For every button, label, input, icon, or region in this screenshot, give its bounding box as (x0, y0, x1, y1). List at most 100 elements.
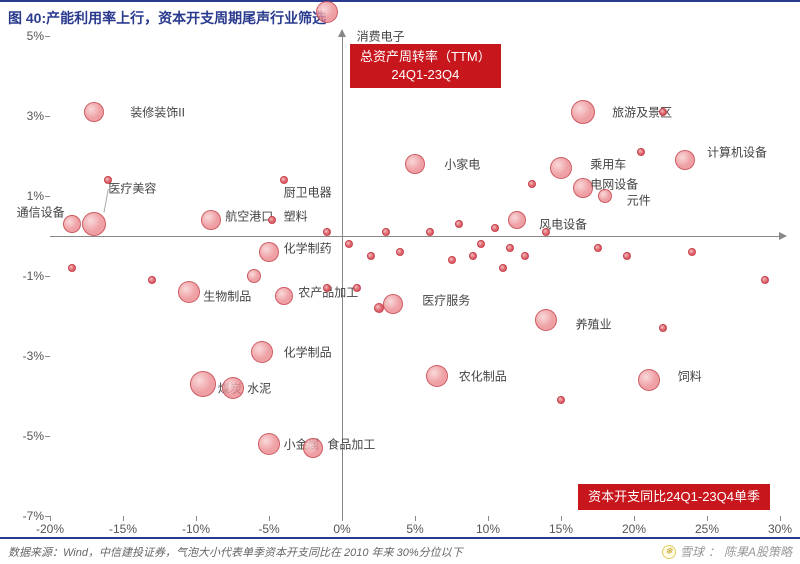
x-tick-label: 25% (695, 522, 719, 536)
bubble-label: 医疗服务 (422, 292, 470, 309)
x-tick-label: 30% (768, 522, 792, 536)
bubble (367, 252, 375, 260)
bubble (499, 264, 507, 272)
bubble-label: 元件 (627, 192, 651, 209)
bubble (268, 216, 276, 224)
watermark-source: 雪球 (680, 543, 704, 560)
bubble-label: 农化制品 (459, 368, 507, 385)
bubble (623, 252, 631, 260)
chart-title: 图 40:产能利用率上行，资本开支周期尾声行业筛选 (8, 8, 792, 28)
bubble (323, 228, 331, 236)
y-tick (45, 116, 50, 117)
y-tick-label: 3% (27, 109, 44, 123)
x-axis (50, 236, 780, 237)
watermark: ❄ 雪球 ： 陈果A股策略 (662, 543, 792, 560)
y-tick (45, 196, 50, 197)
bubble (506, 244, 514, 252)
bubble-label: 乘用车 (590, 156, 626, 173)
bubble-label: 消费电子 (357, 28, 405, 45)
x-tick (269, 516, 270, 521)
bubble (477, 240, 485, 248)
y-tick-label: 1% (27, 189, 44, 203)
bubble (82, 212, 106, 236)
bubble-label: 小家电 (444, 156, 480, 173)
y-tick-label: -5% (23, 429, 44, 443)
bubble-label: 养殖业 (576, 316, 612, 333)
y-tick (45, 436, 50, 437)
bubble-label: 化学制品 (284, 344, 332, 361)
bubble-label: 通信设备 (17, 204, 65, 221)
watermark-sep: ： (708, 543, 720, 560)
bubble-label: 水泥 (247, 380, 271, 397)
bubble (303, 438, 323, 458)
x-axis-arrow (779, 232, 787, 240)
bubble (491, 224, 499, 232)
bubble (84, 102, 104, 122)
bubble (383, 294, 403, 314)
bubble (557, 396, 565, 404)
bubble (190, 371, 216, 397)
bubble (508, 211, 526, 229)
bubble (675, 150, 695, 170)
x-tick (488, 516, 489, 521)
x-tick (123, 516, 124, 521)
y-tick-label: 5% (27, 29, 44, 43)
x-tick (50, 516, 51, 521)
x-tick-label: -5% (258, 522, 279, 536)
x-tick-label: -15% (109, 522, 137, 536)
y-axis-arrow (338, 29, 346, 37)
bubble (659, 108, 667, 116)
bubble (455, 220, 463, 228)
x-tick-label: 0% (333, 522, 350, 536)
x-tick-label: 20% (622, 522, 646, 536)
bubble (258, 433, 280, 455)
bubble (345, 240, 353, 248)
bubble (382, 228, 390, 236)
x-tick (561, 516, 562, 521)
bubble (638, 369, 660, 391)
bubble (426, 365, 448, 387)
bubble-label: 化学制药 (284, 240, 332, 257)
bubble (469, 252, 477, 260)
y-axis-label-line1: 总资产周转率（TTM） (360, 48, 491, 66)
bubble (316, 1, 338, 23)
x-tick (780, 516, 781, 521)
y-tick (45, 36, 50, 37)
bubble (426, 228, 434, 236)
bubble (178, 281, 200, 303)
x-tick-label: -10% (182, 522, 210, 536)
x-tick (342, 516, 343, 521)
bubble-label: 电网设备 (590, 176, 638, 193)
bubble (571, 100, 595, 124)
y-tick (45, 516, 50, 517)
y-axis-label-line2: 24Q1-23Q4 (360, 66, 491, 84)
x-tick-label: 10% (476, 522, 500, 536)
x-tick-label: 5% (406, 522, 423, 536)
bubble (535, 309, 557, 331)
figure-container: 图 40:产能利用率上行，资本开支周期尾声行业筛选 总资产周转率（TTM） 24… (0, 0, 800, 564)
bubble (374, 303, 384, 313)
bubble (353, 284, 361, 292)
bubble (542, 228, 550, 236)
bubble (659, 324, 667, 332)
footer: 数据来源：Wind，中信建投证券，气泡大小代表单季资本开支同比在 2010 年来… (0, 537, 800, 564)
bubble (222, 377, 244, 399)
bubble (550, 157, 572, 179)
y-tick-label: -7% (23, 509, 44, 523)
y-tick-label: -3% (23, 349, 44, 363)
bubble-label: 饲料 (678, 368, 702, 385)
bubble-label: 生物制品 (203, 288, 251, 305)
x-tick (415, 516, 416, 521)
bubble-label: 食品加工 (327, 436, 375, 453)
bubble-label: 医疗美容 (108, 180, 156, 197)
bubble-label: 装修装饰II (130, 104, 185, 121)
y-tick-label: -1% (23, 269, 44, 283)
bubble (594, 244, 602, 252)
bubble (761, 276, 769, 284)
bubble (637, 148, 645, 156)
x-tick (707, 516, 708, 521)
bubble (275, 287, 293, 305)
y-tick (45, 356, 50, 357)
bubble (405, 154, 425, 174)
bubble (448, 256, 456, 264)
